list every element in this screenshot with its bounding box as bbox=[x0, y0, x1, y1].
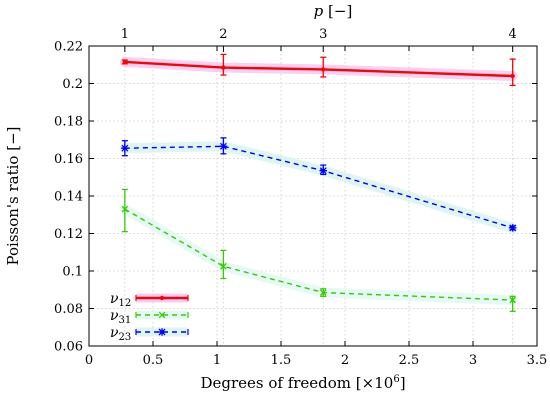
data-point-12 bbox=[221, 65, 226, 70]
top-tick-label: 4 bbox=[509, 27, 517, 42]
series-31 bbox=[121, 188, 516, 312]
x-axis-title: Degrees of freedom [×106] bbox=[200, 374, 405, 392]
x-tick-label: 2.5 bbox=[399, 353, 420, 368]
data-point-31 bbox=[509, 296, 516, 304]
data-point-31 bbox=[319, 289, 327, 296]
top-tick-label: 3 bbox=[319, 27, 327, 42]
data-point-31 bbox=[121, 205, 129, 213]
top-axis-title-symbol: p bbox=[314, 2, 324, 20]
top-tick-label: 2 bbox=[219, 27, 227, 42]
series-23 bbox=[121, 137, 517, 232]
y-tick-label: 0.06 bbox=[54, 340, 83, 355]
legend-label-12: ν12 bbox=[110, 291, 131, 309]
x-tick-label: 0 bbox=[85, 353, 93, 368]
series-line-31 bbox=[124, 208, 513, 301]
top-axis-title-unit: [−] bbox=[323, 2, 352, 20]
data-point-23 bbox=[508, 224, 517, 232]
data-point-23 bbox=[319, 166, 328, 175]
legend-label-sub: 23 bbox=[119, 332, 132, 343]
legend-marker-31 bbox=[158, 311, 166, 319]
top-axis-title: p [−] bbox=[314, 2, 353, 20]
y-tick-label: 0.1 bbox=[62, 265, 83, 280]
x-tick-label: 1.5 bbox=[271, 353, 292, 368]
x-axis-title-main: Degrees of freedom [×10 bbox=[200, 374, 393, 392]
legend-label-sub: 12 bbox=[119, 298, 132, 309]
series-line-23 bbox=[124, 145, 513, 229]
data-point-12 bbox=[321, 67, 326, 72]
legend-marker-23 bbox=[158, 328, 166, 336]
legend-label-23: ν23 bbox=[110, 325, 131, 343]
legend-label-31: ν31 bbox=[110, 308, 131, 326]
x-axis-title-sup: 6 bbox=[393, 374, 399, 385]
x-tick-label: 1 bbox=[213, 353, 221, 368]
data-point-23 bbox=[121, 144, 129, 152]
legend-label-base: ν bbox=[110, 291, 119, 307]
y-axis-title: Poisson's ratio [−] bbox=[4, 127, 22, 266]
legend-label-base: ν bbox=[110, 308, 119, 324]
y-tick-label: 0.22 bbox=[54, 40, 83, 55]
y-tick-label: 0.18 bbox=[54, 115, 83, 130]
data-point-31 bbox=[220, 263, 227, 270]
legend-marker-12 bbox=[159, 295, 165, 301]
series-12 bbox=[121, 53, 516, 87]
y-tick-label: 0.2 bbox=[62, 77, 83, 92]
top-tick-label: 1 bbox=[121, 27, 129, 42]
x-axis-title-close: ] bbox=[400, 374, 406, 392]
x-tick-label: 0.5 bbox=[143, 353, 164, 368]
legend-item-23: ν23 bbox=[110, 325, 189, 343]
legend-label-base: ν bbox=[110, 325, 119, 341]
data-point-12 bbox=[122, 59, 128, 65]
y-tick-label: 0.16 bbox=[54, 152, 83, 167]
legend-item-12: ν12 bbox=[110, 291, 189, 309]
y-tick-label: 0.14 bbox=[54, 190, 83, 205]
data-point-12 bbox=[510, 73, 515, 79]
y-tick-label: 0.08 bbox=[54, 302, 83, 317]
y-tick-label: 0.12 bbox=[54, 227, 83, 242]
x-tick-label: 3.5 bbox=[527, 353, 548, 368]
legend-label-sub: 31 bbox=[119, 315, 132, 326]
legend-item-31: ν31 bbox=[110, 308, 189, 326]
grid-lines bbox=[89, 46, 537, 346]
series-line-12 bbox=[124, 60, 513, 78]
x-tick-label: 2 bbox=[341, 353, 349, 368]
data-point-23 bbox=[219, 142, 228, 151]
x-tick-label: 3 bbox=[469, 353, 477, 368]
